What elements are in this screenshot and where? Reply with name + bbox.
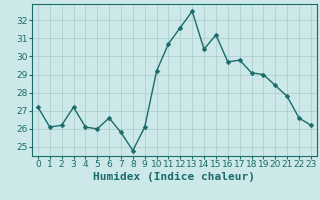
X-axis label: Humidex (Indice chaleur): Humidex (Indice chaleur) — [93, 172, 255, 182]
